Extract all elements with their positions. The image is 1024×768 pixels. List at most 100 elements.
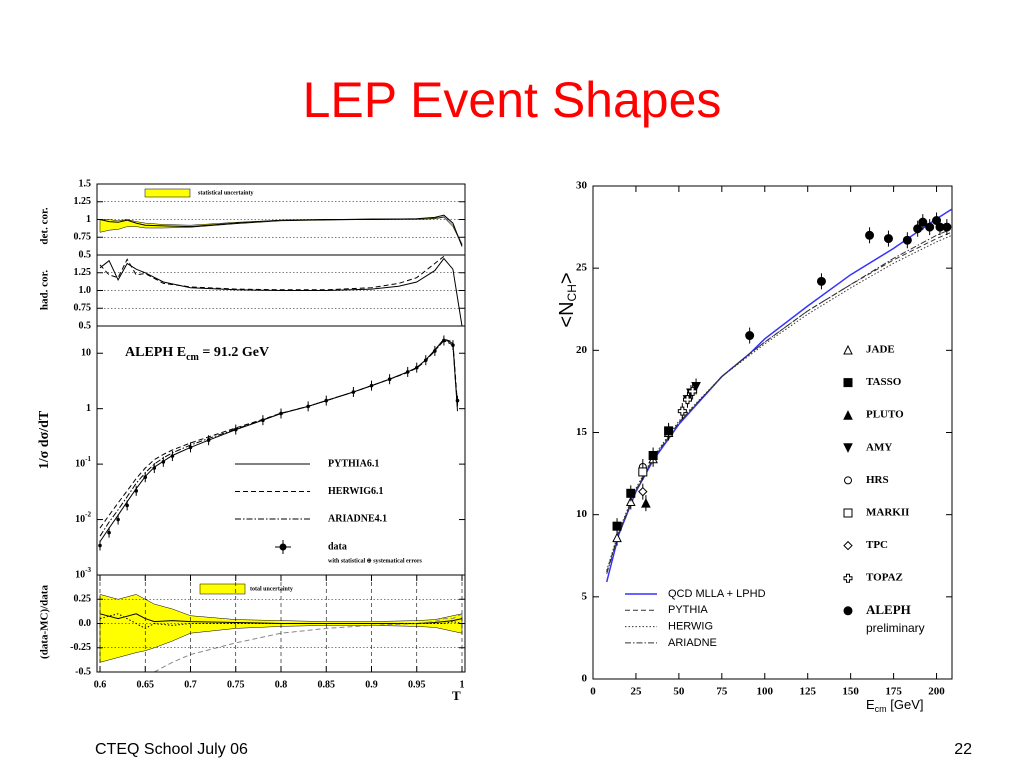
- y-tick-label: 10: [576, 508, 588, 520]
- data-point: [107, 530, 111, 535]
- data-point: [188, 445, 193, 450]
- y-tick-label: 30: [576, 180, 588, 192]
- data-point: [279, 411, 283, 416]
- y-tick-label: 0.5: [79, 249, 92, 260]
- band-legend-swatch: [144, 188, 191, 198]
- y-tick-label: 0.75: [74, 303, 92, 314]
- annotation-rest: = 91.2 GeV: [199, 345, 269, 360]
- data-point: [98, 543, 102, 548]
- legend-label: HRS: [866, 474, 889, 486]
- x-tick-label: 25: [630, 686, 642, 698]
- data-point: [677, 406, 687, 416]
- y-tick-label: 0.0: [79, 618, 92, 629]
- legend-marker: [279, 543, 287, 551]
- data-point: [324, 398, 329, 403]
- data-point: [451, 343, 455, 347]
- legend-label: AMY: [866, 441, 892, 453]
- x-tick-label: 0.95: [408, 679, 426, 690]
- y-tick-label: 0.5: [79, 320, 92, 331]
- legend-label: PYTHIA6.1: [328, 458, 379, 469]
- data-point: [161, 460, 166, 464]
- legend-label: QCD MLLA + LPHD: [668, 588, 766, 600]
- x-tick-label: 175: [885, 686, 902, 698]
- data-point: [902, 235, 912, 245]
- data-point: [913, 224, 923, 234]
- legend-note: preliminary: [866, 621, 925, 635]
- x-tick-label: 200: [928, 686, 945, 698]
- data-point: [625, 496, 636, 507]
- x-axis-label: T: [452, 688, 461, 703]
- data-point: [233, 427, 238, 432]
- x-label-text: E: [866, 697, 875, 712]
- legend-label: PYTHIA: [668, 604, 708, 616]
- x-tick-label: 0.6: [94, 679, 107, 690]
- curve: [606, 228, 953, 574]
- data-point: [664, 426, 674, 436]
- band-legend-swatch: [199, 583, 246, 595]
- uncertainty-band: [99, 216, 463, 246]
- y-tick-label: 10: [81, 348, 91, 359]
- legend-note: with statistical ⊕ systematical errors: [328, 558, 423, 564]
- y-axis-label: had. cor.: [39, 270, 51, 310]
- y-label-end: >: [556, 272, 578, 284]
- page-number: 22: [954, 741, 972, 758]
- y-tick-label: 1.5: [79, 178, 92, 189]
- legend-marker: [843, 508, 853, 518]
- slide-title: LEP Event Shapes: [303, 72, 722, 128]
- data-point: [206, 438, 211, 443]
- y-tick-label: -0.5: [75, 666, 91, 677]
- data-point: [306, 404, 310, 409]
- legend-label: PLUTO: [866, 409, 904, 421]
- y-tick-label: 5: [582, 590, 588, 602]
- legend-label: HERWIG6.1: [328, 486, 384, 497]
- data-point: [143, 475, 148, 480]
- y-label-text: <N: [556, 301, 578, 327]
- legend-label: TPC: [866, 539, 888, 551]
- legend-marker: [843, 344, 853, 355]
- legend-label: TASSO: [866, 376, 902, 388]
- y-axis-label: (data-MC)/data: [39, 585, 51, 659]
- y-tick-label: 25: [576, 262, 588, 274]
- tick-exponent: -3: [85, 566, 91, 574]
- y-tick-label: 0.25: [74, 594, 92, 605]
- y-label-sub: CH: [565, 284, 579, 301]
- x-tick-label: 1: [460, 679, 465, 690]
- annotation-sub: cm: [186, 352, 199, 363]
- legend-marker: [843, 443, 853, 453]
- y-tick-label: 1: [86, 214, 91, 225]
- annotation-text: ALEPH E: [125, 345, 186, 360]
- x-tick-label: 0.8: [275, 679, 288, 690]
- tick-exponent: -1: [85, 455, 91, 463]
- legend-marker: [843, 606, 853, 616]
- legend-label: data: [328, 541, 347, 552]
- data-point: [369, 383, 374, 388]
- data-point: [925, 222, 935, 232]
- data-point: [641, 498, 651, 508]
- data-point: [682, 395, 692, 405]
- y-axis-label: 1/σ dσ/dT: [37, 410, 52, 469]
- data-point: [638, 467, 648, 477]
- legend-marker: [843, 573, 853, 583]
- legend-label: JADE: [866, 344, 895, 356]
- data-point: [612, 521, 622, 531]
- annotation: ALEPH Ecm = 91.2 GeV: [125, 345, 269, 363]
- x-tick-label: 125: [799, 686, 816, 698]
- data-point: [648, 451, 658, 461]
- y-tick-label: 1.0: [79, 285, 92, 296]
- data-point: [351, 390, 356, 394]
- curve: [99, 214, 463, 247]
- data-point: [816, 276, 826, 286]
- curve: [99, 256, 445, 291]
- x-tick-label: 150: [842, 686, 859, 698]
- x-tick-label: 0.75: [227, 679, 245, 690]
- data-point: [125, 503, 129, 508]
- legend-marker: [844, 476, 852, 485]
- legend-marker: [843, 378, 853, 388]
- y-tick-label: 1.25: [74, 267, 92, 278]
- y-tick-label: -0.25: [70, 642, 91, 653]
- data-point: [134, 489, 138, 493]
- data-point: [865, 230, 875, 240]
- x-tick-label: 75: [716, 686, 728, 698]
- data-point: [883, 234, 893, 244]
